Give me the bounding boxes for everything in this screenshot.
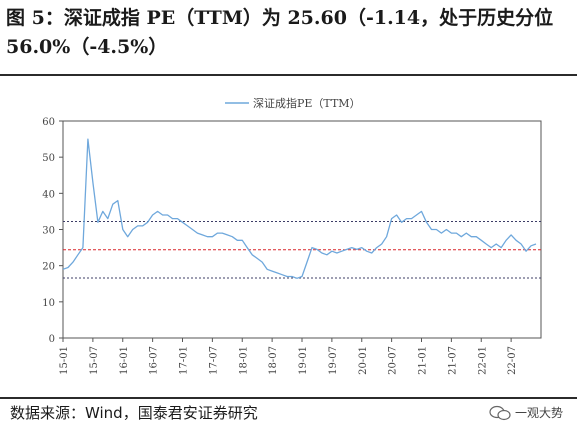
reference-lines	[63, 221, 541, 279]
watermark: 一观大势	[489, 404, 563, 421]
plot-frame	[62, 120, 542, 339]
y-axis-ticks: 0 10 20 30 40 50 60	[42, 117, 63, 345]
y-tick-label: 10	[42, 298, 55, 309]
x-tick-label: 15-07	[89, 346, 100, 375]
legend: 深证成指PE（TTM）	[225, 96, 361, 110]
x-tick-label: 20-07	[388, 346, 399, 375]
legend-label: 深证成指PE（TTM）	[253, 96, 361, 110]
x-tick-label: 18-07	[268, 346, 279, 375]
y-tick-label: 40	[42, 189, 55, 200]
x-tick-label: 17-01	[179, 346, 190, 375]
watermark-text: 一观大势	[514, 406, 563, 420]
x-tick-label: 22-07	[507, 346, 518, 375]
x-tick-label: 19-07	[328, 346, 339, 375]
x-tick-label: 18-01	[238, 346, 249, 375]
y-tick-label: 60	[42, 117, 55, 128]
x-tick-label: 20-01	[358, 346, 369, 375]
x-tick-label: 17-07	[208, 346, 219, 375]
x-tick-label: 15-01	[59, 346, 70, 375]
top-rule	[0, 74, 577, 76]
figure-title: 图 5：深证成指 PE（TTM）为 25.60（-1.14，处于历史分位 56.…	[6, 7, 554, 58]
y-tick-label: 0	[49, 334, 55, 345]
x-axis-ticks: 15-01 15-07 16-01 16-07 17-01 17-07 18-01 18-07…	[59, 338, 518, 375]
bottom-rule	[0, 397, 577, 399]
series-line	[62, 138, 537, 279]
x-tick-label: 21-07	[447, 346, 458, 375]
x-tick-label: 19-01	[298, 346, 309, 375]
y-tick-label: 50	[42, 153, 55, 164]
x-tick-label: 16-01	[119, 346, 130, 375]
y-tick-label: 20	[42, 262, 55, 273]
x-tick-label: 21-01	[418, 346, 429, 375]
x-tick-label: 22-01	[477, 346, 488, 375]
source-note: 数据来源：Wind，国泰君安证券研究	[10, 404, 258, 422]
chart-container: 0 10 20 30 40 50 60 15-01 15-07 16-01 16-07 17-01 1…	[0, 80, 577, 396]
x-tick-label: 16-07	[149, 346, 160, 375]
wechat-icon	[489, 405, 511, 420]
y-tick-label: 30	[42, 226, 55, 237]
series-group	[62, 138, 537, 279]
